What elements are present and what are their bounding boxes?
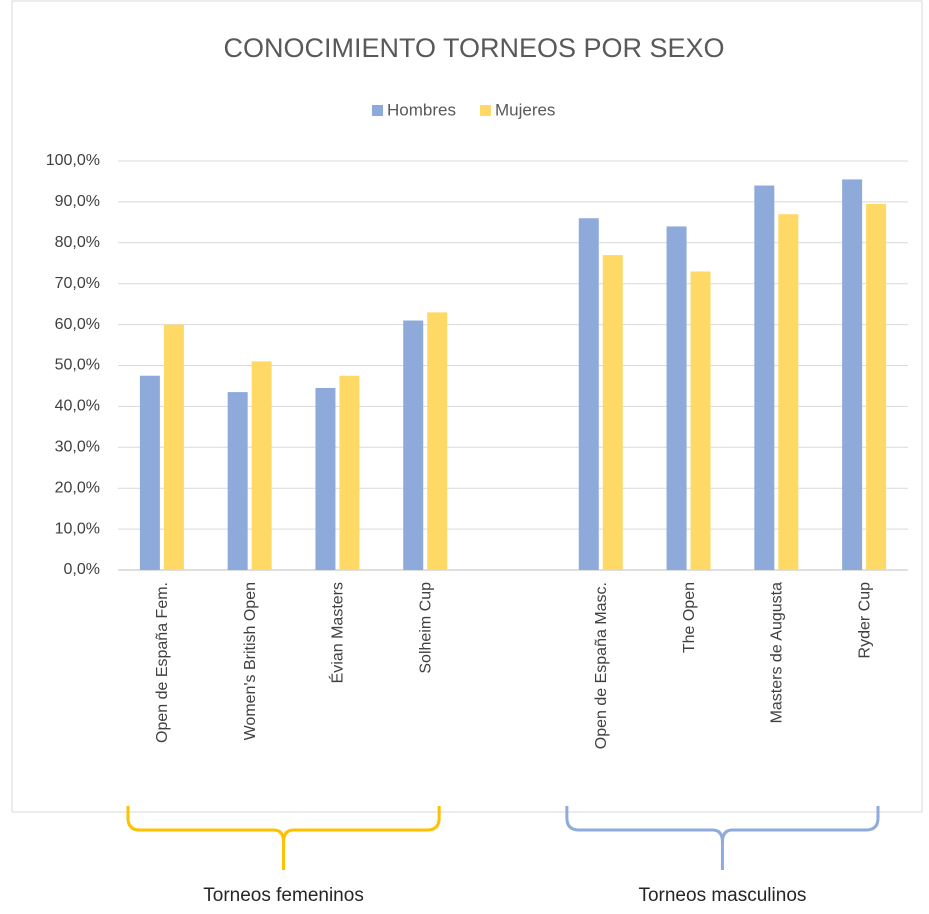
bar	[778, 214, 799, 571]
bar	[666, 226, 687, 570]
y-tick-label: 80,0%	[55, 234, 100, 251]
x-tick-label: Ryder Cup	[856, 582, 873, 659]
bar	[227, 392, 248, 570]
y-tick-label: 20,0%	[55, 479, 100, 496]
group-label: Torneos masculinos	[638, 885, 806, 906]
bar	[339, 375, 360, 570]
legend-label: Mujeres	[495, 100, 555, 119]
group-bracket	[565, 806, 880, 870]
y-tick-label: 40,0%	[55, 398, 100, 415]
bar	[842, 179, 863, 570]
group-bracket	[126, 806, 441, 870]
x-tick-label: Open de España Fem.	[154, 582, 171, 743]
y-tick-label: 90,0%	[55, 193, 100, 210]
y-tick-label: 30,0%	[55, 439, 100, 456]
bar	[690, 271, 711, 570]
y-tick-label: 0,0%	[64, 561, 100, 578]
bar	[578, 218, 599, 570]
x-tick-label: Évian Masters	[328, 582, 347, 683]
x-tick-label: Masters de Augusta	[769, 582, 786, 724]
bar	[866, 203, 887, 570]
x-tick-label: The Open	[681, 582, 698, 653]
bar	[315, 387, 336, 570]
legend-label: Hombres	[387, 100, 456, 119]
y-tick-label: 60,0%	[55, 316, 100, 333]
bar	[403, 320, 424, 570]
bar	[163, 324, 184, 570]
x-tick-label: Solheim Cup	[417, 582, 434, 674]
y-tick-label: 10,0%	[55, 520, 100, 537]
x-tick-label: Women's British Open	[242, 582, 259, 740]
y-tick-label: 70,0%	[55, 275, 100, 292]
y-tick-label: 50,0%	[55, 357, 100, 374]
bar	[754, 185, 775, 571]
x-tick-label: Open de España Masc.	[593, 582, 610, 749]
legend-swatch	[479, 105, 491, 116]
bar	[602, 255, 623, 570]
group-label: Torneos femeninos	[203, 885, 364, 906]
bar	[251, 361, 272, 570]
legend-swatch	[372, 105, 383, 116]
chart-title: CONOCIMIENTO TORNEOS POR SEXO	[223, 33, 724, 63]
y-tick-label: 100,0%	[46, 152, 100, 169]
bar	[139, 375, 160, 570]
bar	[427, 312, 448, 570]
